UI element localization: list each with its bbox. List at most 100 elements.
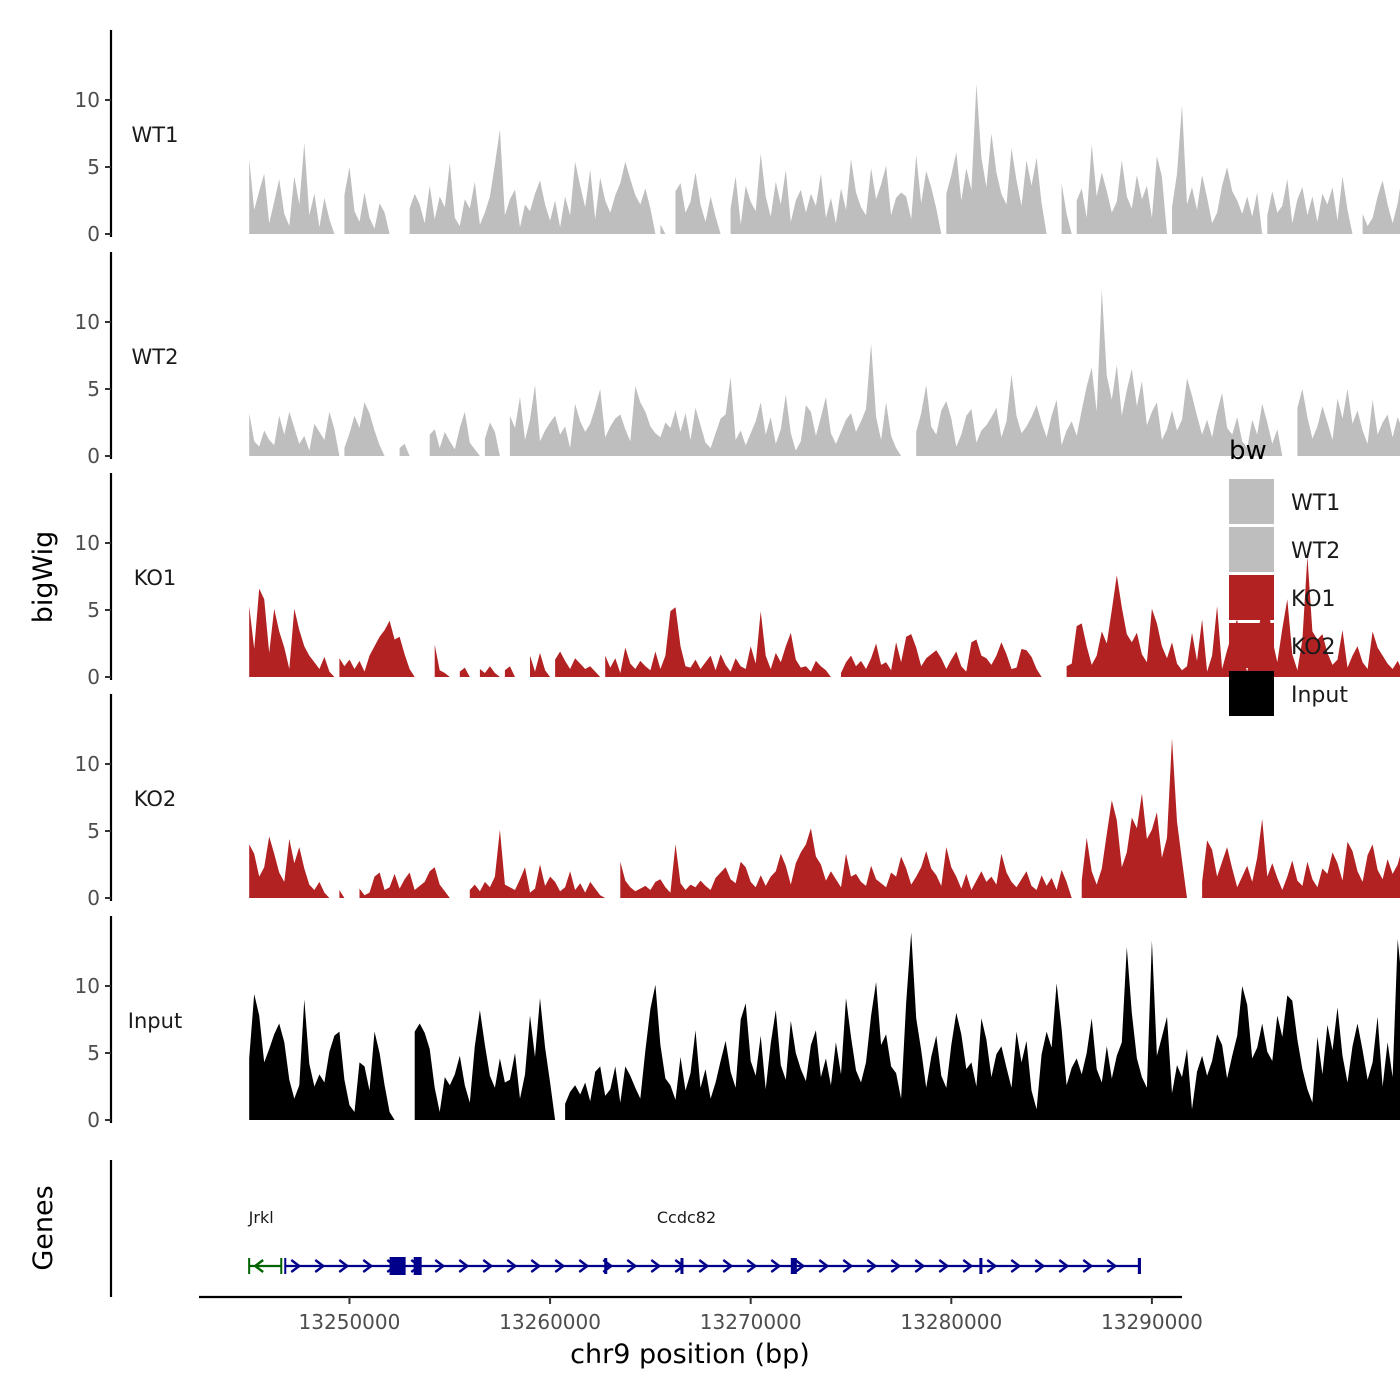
y-tick-label: 10 xyxy=(75,531,100,555)
gene-label: Jrkl xyxy=(248,1208,274,1227)
strand-chevron xyxy=(482,1259,494,1273)
track-label: Input xyxy=(128,1009,182,1033)
strand-chevron xyxy=(506,1259,518,1273)
y-tick-label: 10 xyxy=(75,752,100,776)
bigwig-tracks: 0 5 10 WT1 0 5 10 WT2 0 5 10 KO1 0 5 10 KO2 0 5 10 Input xyxy=(75,30,1400,1132)
strand-chevron xyxy=(1034,1259,1046,1273)
x-tick-label: 13280000 xyxy=(900,1310,1002,1334)
strand-chevron xyxy=(1106,1259,1118,1273)
x-axis-title: chr9 position (bp) xyxy=(570,1339,810,1370)
legend-swatch xyxy=(1229,479,1274,524)
strand-chevron xyxy=(530,1259,542,1273)
exon xyxy=(604,1258,608,1274)
track-ko2: 0 5 10 KO2 xyxy=(75,694,1400,910)
strand-chevron xyxy=(770,1259,782,1273)
coverage-area-wt1 xyxy=(249,83,1400,234)
exon xyxy=(389,1257,406,1275)
y-axis-title: bigWig xyxy=(28,531,59,624)
y-tick-label: 0 xyxy=(87,222,100,246)
coverage-area-ko2 xyxy=(249,738,1400,898)
coverage-area-input xyxy=(249,932,1400,1120)
x-ticks: 13250000 13260000 13270000 13280000 13290000 xyxy=(299,1297,1203,1334)
y-tick-label: 0 xyxy=(87,665,100,689)
x-tick-label: 13290000 xyxy=(1101,1310,1203,1334)
track-label: KO2 xyxy=(134,787,177,811)
strand-chevron xyxy=(962,1259,974,1273)
x-tick-label: 13250000 xyxy=(299,1310,401,1334)
gene-jrkl: Jrkl xyxy=(248,1208,283,1274)
coverage-area-ko1 xyxy=(249,556,1400,677)
track-ko1: 0 5 10 KO1 xyxy=(75,473,1400,689)
gene-models: Jrkl Ccdc82 xyxy=(248,1208,1141,1275)
strand-chevron xyxy=(698,1259,710,1273)
legend-entries: WT1 WT2 KO1 KO2 Input xyxy=(1229,479,1348,716)
strand-chevron xyxy=(1010,1259,1022,1273)
strand-chevron xyxy=(938,1259,950,1273)
y-tick-label: 0 xyxy=(87,886,100,910)
strand-chevron xyxy=(1058,1259,1070,1273)
track-label: KO1 xyxy=(134,566,177,590)
legend-entry-ko1: KO1 xyxy=(1229,575,1336,620)
legend-title: bw xyxy=(1229,436,1267,466)
strand-chevron xyxy=(794,1259,806,1273)
exon xyxy=(979,1258,983,1274)
strand-chevron xyxy=(626,1259,638,1273)
track-label: WT1 xyxy=(132,123,179,147)
x-axis: 13250000 13260000 13270000 13280000 13290000 xyxy=(199,1295,1203,1334)
strand-chevron xyxy=(290,1259,302,1273)
genes-axis-title: Genes xyxy=(28,1185,59,1270)
y-tick-label: 10 xyxy=(75,88,100,112)
legend: bw WT1 WT2 KO1 KO2 Input xyxy=(1229,436,1348,716)
x-tick-label: 13260000 xyxy=(499,1310,601,1334)
y-tick-label: 5 xyxy=(87,1041,100,1065)
y-tick-label: 0 xyxy=(87,444,100,468)
track-wt1: 0 5 10 WT1 xyxy=(75,30,1400,246)
strand-chevron xyxy=(866,1259,878,1273)
strand-chevron xyxy=(362,1259,374,1273)
legend-swatch xyxy=(1229,623,1274,668)
strand-chevron xyxy=(434,1259,446,1273)
y-tick-label: 5 xyxy=(87,377,100,401)
exon xyxy=(413,1257,422,1275)
strand-chevron xyxy=(818,1259,830,1273)
legend-entry-wt2: WT2 xyxy=(1229,527,1340,572)
legend-label: Input xyxy=(1291,683,1348,708)
strand-chevron xyxy=(578,1259,590,1273)
strand-chevron xyxy=(458,1259,470,1273)
legend-entry-wt1: WT1 xyxy=(1229,479,1340,524)
strand-chevron xyxy=(554,1259,566,1273)
strand-chevron xyxy=(890,1259,902,1273)
strand-chevron xyxy=(914,1259,926,1273)
y-tick-label: 0 xyxy=(87,1108,100,1132)
exon xyxy=(1137,1258,1141,1274)
legend-entry-ko2: KO2 xyxy=(1229,623,1336,668)
y-tick-label: 5 xyxy=(87,155,100,179)
legend-swatch xyxy=(1229,527,1274,572)
strand-chevron xyxy=(1082,1259,1094,1273)
legend-label: WT1 xyxy=(1291,491,1340,516)
strand-chevron xyxy=(842,1259,854,1273)
coverage-area-wt2 xyxy=(249,289,1400,456)
strand-chevron xyxy=(650,1259,662,1273)
strand-chevron xyxy=(338,1259,350,1273)
legend-label: KO2 xyxy=(1291,635,1336,660)
x-tick-label: 13270000 xyxy=(700,1310,802,1334)
track-wt2: 0 5 10 WT2 xyxy=(75,252,1400,468)
gene-label: Ccdc82 xyxy=(657,1208,716,1227)
genes-panel: Jrkl Ccdc82 xyxy=(109,1160,1141,1297)
strand-chevron xyxy=(746,1259,758,1273)
y-tick-label: 10 xyxy=(75,974,100,998)
strand-chevron xyxy=(986,1259,998,1273)
legend-swatch xyxy=(1229,671,1274,716)
strand-chevron xyxy=(722,1259,734,1273)
y-tick-label: 5 xyxy=(87,819,100,843)
track-label: WT2 xyxy=(132,345,179,369)
legend-swatch xyxy=(1229,575,1274,620)
legend-label: WT2 xyxy=(1291,539,1340,564)
track-input: 0 5 10 Input xyxy=(75,916,1400,1132)
exon xyxy=(680,1258,684,1274)
gene-ccdc82: Ccdc82 xyxy=(284,1208,1141,1275)
strand-chevron xyxy=(314,1259,326,1273)
strand-chevron xyxy=(253,1259,264,1273)
